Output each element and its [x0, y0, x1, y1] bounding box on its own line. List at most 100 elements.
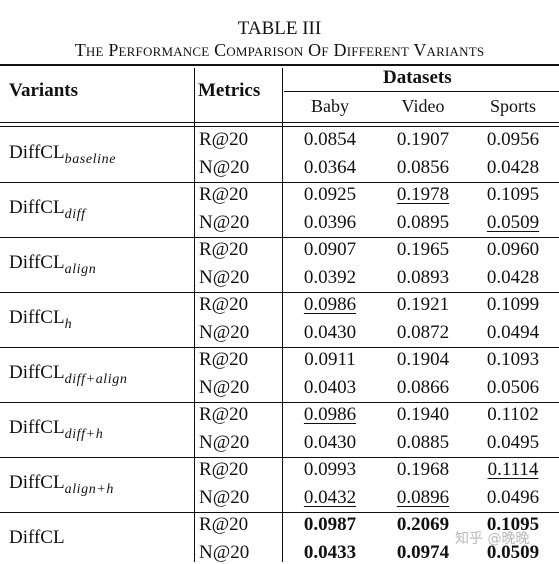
cell-value: 0.0854 — [303, 129, 357, 150]
value-cell: 0.0893 — [378, 267, 468, 289]
column-divider-variants — [194, 68, 195, 562]
value-cell: 0.0872 — [378, 322, 468, 344]
cell-value: 0.0960 — [486, 239, 540, 260]
value-cell: 0.1907 — [378, 129, 468, 151]
cell-value: 0.1907 — [396, 129, 450, 150]
cell-value: 0.0396 — [303, 211, 357, 233]
value-cell: 0.0866 — [378, 377, 468, 399]
metric-label: R@20 — [199, 129, 249, 150]
cell-value: 0.1095 — [486, 184, 540, 205]
variant-name: DiffCLalign — [9, 252, 96, 277]
metric-label: R@20 — [199, 239, 249, 260]
value-cell: 0.0428 — [468, 267, 558, 289]
header-metrics: Metrics — [198, 80, 261, 101]
underlined-value: 0.0509 — [486, 211, 540, 233]
underlined-value: 0.0432 — [303, 486, 357, 508]
cell-value: 0.0495 — [486, 431, 540, 453]
cell-value: 0.1093 — [486, 349, 540, 370]
metric-label: N@20 — [199, 211, 250, 233]
cell-value: 0.0925 — [303, 184, 357, 205]
value-cell: 0.1921 — [378, 294, 468, 316]
metric-label: R@20 — [199, 294, 249, 315]
value-cell: 0.1968 — [378, 459, 468, 481]
header-col-video: Video — [401, 96, 445, 116]
column-divider-metrics — [282, 68, 283, 562]
cell-value: 0.0885 — [396, 431, 450, 453]
variant-subscript: baseline — [64, 152, 117, 167]
top-rule — [0, 64, 559, 66]
header-double-rule — [0, 122, 559, 123]
variant-name: DiffCLbaseline — [9, 142, 117, 167]
value-cell: 0.0956 — [468, 129, 558, 151]
cell-value: 0.0866 — [396, 376, 450, 398]
variant-base: DiffCL — [9, 197, 65, 218]
cell-value: 0.0430 — [303, 431, 357, 453]
cell-value: 0.1904 — [396, 349, 450, 370]
metric-label: N@20 — [199, 431, 250, 453]
header-bottom-rule — [0, 126, 559, 127]
value-cell: 0.0428 — [468, 157, 558, 179]
cell-value: 0.0893 — [396, 266, 450, 288]
cell-value: 0.0403 — [303, 376, 357, 398]
cell-value: 0.0956 — [486, 129, 540, 150]
variant-subscript: align+h — [64, 482, 115, 497]
metric-label: R@20 — [199, 514, 249, 535]
variant-name: DiffCL — [9, 527, 65, 551]
variant-name: DiffCLdiff+align — [9, 362, 128, 387]
value-cell: 0.0364 — [285, 157, 375, 179]
value-cell: 0.0986 — [285, 404, 375, 426]
header-col-baby: Baby — [311, 96, 349, 116]
variant-subscript: h — [64, 317, 73, 332]
underlined-value: 0.1978 — [396, 184, 450, 205]
cell-value: 0.1965 — [396, 239, 450, 260]
cell-value: 0.1921 — [396, 294, 450, 315]
variant-name: DiffCLh — [9, 307, 73, 332]
variant-subscript: diff — [64, 207, 86, 222]
group-separator-rule — [0, 237, 559, 238]
value-cell: 0.0392 — [285, 267, 375, 289]
table-caption: TABLE III The Performance Comparison Of … — [0, 18, 559, 60]
cell-value: 0.0428 — [486, 156, 540, 178]
metric-label: R@20 — [199, 184, 249, 205]
value-cell: 0.0987 — [285, 514, 375, 536]
value-cell: 0.0506 — [468, 377, 558, 399]
value-cell: 0.1095 — [468, 514, 558, 536]
value-cell: 0.0911 — [285, 349, 375, 371]
cell-value: 0.0496 — [486, 486, 540, 508]
cell-value: 0.0392 — [303, 266, 357, 288]
header-datasets: Datasets — [383, 67, 452, 88]
cell-value: 0.0506 — [486, 376, 540, 398]
table-title: The Performance Comparison Of Different … — [74, 40, 485, 60]
cell-value: 0.0895 — [396, 211, 450, 233]
cell-value: 0.0430 — [303, 321, 357, 343]
value-cell: 0.1904 — [378, 349, 468, 371]
group-separator-rule — [0, 457, 559, 458]
cell-value: 0.1095 — [486, 514, 540, 535]
value-cell: 0.2069 — [378, 514, 468, 536]
header-col-sports: Sports — [489, 96, 536, 116]
group-separator-rule — [0, 292, 559, 293]
variant-base: DiffCL — [9, 362, 65, 383]
value-cell: 0.0494 — [468, 322, 558, 344]
value-cell: 0.0430 — [285, 322, 375, 344]
value-cell: 0.0896 — [378, 487, 468, 509]
cell-value: 0.1940 — [396, 404, 450, 425]
watermark: 知乎 @晚晚 — [455, 531, 530, 547]
metric-label: N@20 — [199, 376, 250, 398]
cell-value: 0.0911 — [304, 349, 356, 370]
cell-value: 0.0987 — [303, 514, 357, 535]
value-cell: 0.1940 — [378, 404, 468, 426]
group-separator-rule — [0, 182, 559, 183]
cell-value: 0.0907 — [303, 239, 357, 260]
variant-base: DiffCL — [9, 472, 65, 493]
value-cell: 0.1095 — [468, 184, 558, 206]
metric-label: N@20 — [199, 486, 250, 508]
value-cell: 0.0496 — [468, 487, 558, 509]
variant-subscript: diff+h — [64, 427, 104, 442]
metric-label: N@20 — [199, 321, 250, 343]
value-cell: 0.1965 — [378, 239, 468, 261]
value-cell: 0.0895 — [378, 212, 468, 234]
metric-label: N@20 — [199, 541, 250, 563]
group-separator-rule — [0, 512, 559, 513]
metric-label: R@20 — [199, 349, 249, 370]
